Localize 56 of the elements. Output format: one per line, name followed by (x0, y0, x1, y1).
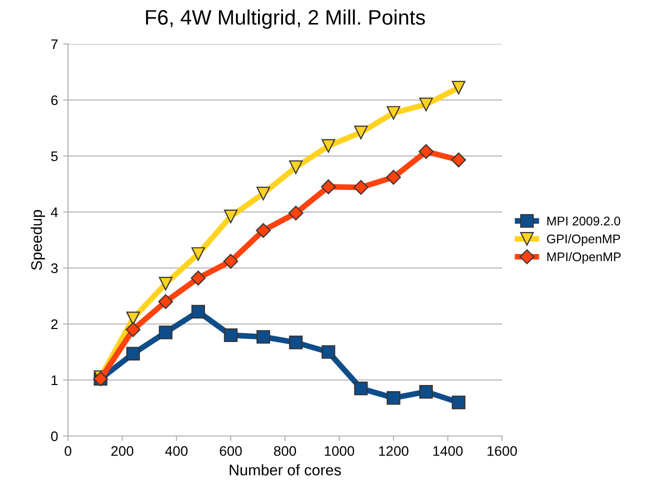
point (452, 80, 466, 94)
point (289, 160, 303, 174)
x-tick-label: 1400 (433, 446, 463, 456)
point (386, 106, 400, 120)
point (354, 126, 368, 140)
point (256, 223, 271, 238)
point (386, 391, 400, 405)
point (289, 336, 303, 350)
legend-label: GPI/OpenMP (546, 234, 620, 246)
y-tick-label: 6 (51, 95, 58, 106)
point (288, 206, 304, 221)
y-tick-label: 5 (51, 151, 58, 162)
point (419, 98, 433, 112)
y-tick-label: 7 (51, 39, 58, 50)
point (452, 396, 466, 410)
y-tick-label: 0 (51, 431, 58, 442)
point (191, 247, 206, 261)
y-tick-label: 2 (51, 319, 58, 330)
point (354, 382, 368, 396)
x-tick-label: 600 (220, 446, 242, 456)
point (256, 330, 270, 344)
x-tick-label: 400 (165, 446, 188, 456)
y-tick-label: 4 (50, 207, 58, 218)
point (158, 326, 172, 340)
x-tick-label: 1200 (379, 446, 408, 456)
y-axis-title: Speedup (30, 210, 45, 270)
legend-label: MPI 2009.2.0 (547, 216, 620, 226)
chart-title: F6, 4W Multigrid, 2 Mill. Points (146, 9, 425, 29)
point (223, 254, 238, 269)
point (354, 180, 368, 195)
x-tick-label: 800 (274, 446, 296, 456)
x-tick-label: 1600 (488, 446, 517, 456)
x-tick-label: 0 (64, 446, 72, 456)
y-tick-label: 1 (52, 375, 58, 386)
x-tick-label: 1000 (324, 446, 354, 456)
point (451, 152, 466, 168)
point (256, 186, 270, 200)
legend-label: MPI/OpenMP (547, 252, 621, 264)
point (322, 139, 336, 153)
point (386, 170, 401, 185)
point (126, 322, 141, 338)
point (158, 276, 172, 290)
point (126, 312, 140, 326)
point (190, 270, 206, 286)
point (158, 294, 174, 310)
x-axis-title: Number of cores (230, 464, 341, 476)
point (419, 384, 433, 399)
point (322, 345, 336, 359)
point (191, 304, 206, 318)
point (320, 179, 336, 194)
point (418, 144, 434, 159)
point (224, 210, 238, 224)
point (126, 346, 140, 360)
x-tick-label: 200 (111, 446, 134, 456)
y-tick-label: 3 (51, 263, 58, 274)
point (224, 328, 238, 342)
